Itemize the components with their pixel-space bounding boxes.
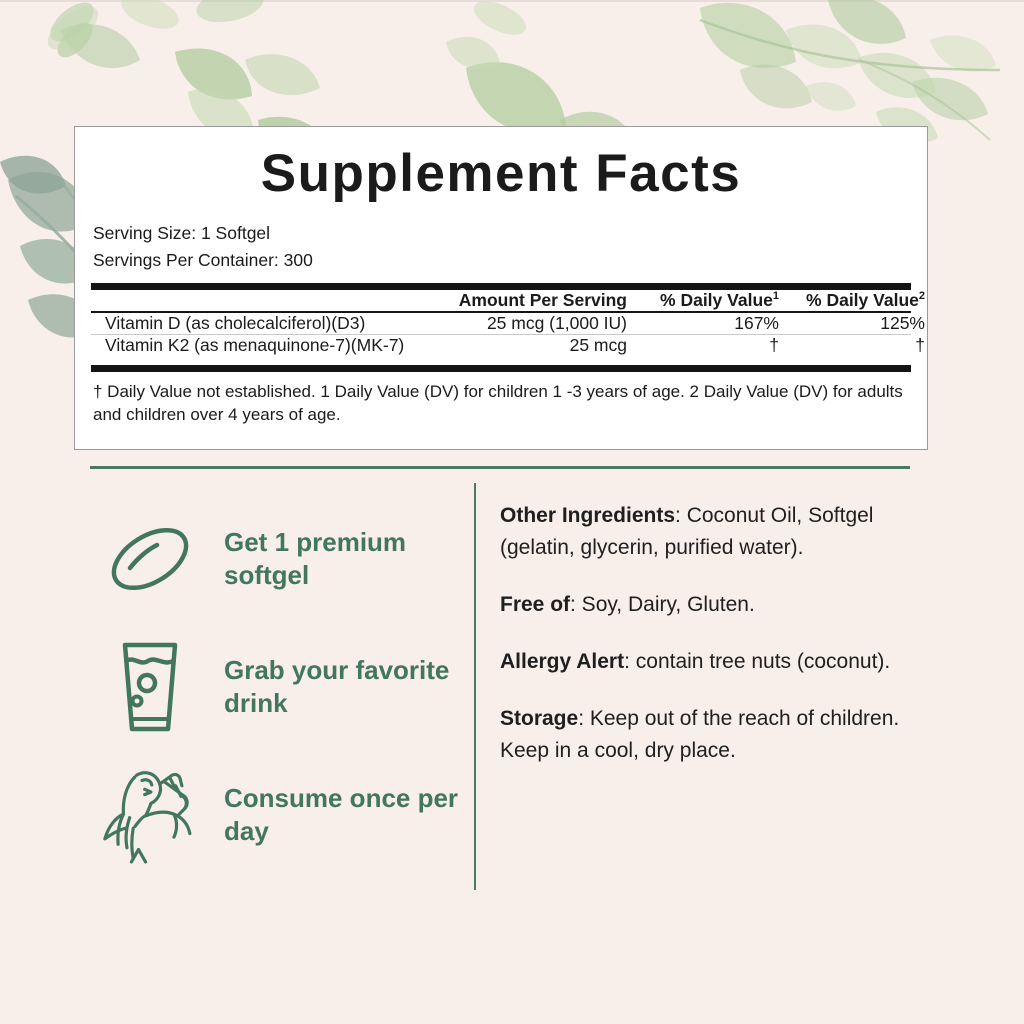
row-amount: 25 mcg	[569, 335, 627, 356]
table-row: Vitamin K2 (as menaquinone-7)(MK-7) 25 m…	[91, 335, 925, 356]
nutrition-table-body: Vitamin D (as cholecalciferol)(D3) 25 mc…	[91, 313, 925, 334]
rule-top-thick	[91, 283, 911, 291]
row-nutrient-name: Vitamin K2 (as menaquinone-7)(MK-7)	[105, 335, 405, 356]
rule-bottom-thick	[91, 365, 911, 373]
person-drinking-icon	[96, 756, 204, 874]
free-of-paragraph: Free of: Soy, Dairy, Gluten.	[500, 589, 908, 621]
allergy-alert-body: : contain tree nuts (coconut).	[624, 649, 891, 673]
product-info: Other Ingredients: Coconut Oil, Softgel …	[500, 500, 908, 766]
list-item: Get 1 premium softgel	[96, 495, 466, 623]
nutrition-table-body-2: Vitamin K2 (as menaquinone-7)(MK-7) 25 m…	[91, 335, 925, 356]
top-hairline	[0, 0, 1024, 2]
water-glass-icon	[96, 639, 204, 735]
storage-heading: Storage	[500, 706, 579, 730]
row-daily-value-1: †	[769, 335, 779, 356]
serving-size: Serving Size: 1 Softgel	[93, 223, 271, 243]
page-title: Supplement Facts	[260, 144, 742, 203]
rule-between-rows	[91, 334, 911, 336]
step-label: Grab your favorite drink	[224, 654, 450, 718]
row-daily-value-2: †	[915, 335, 925, 356]
supplement-facts-panel: Supplement Facts Serving Size: 1 Softgel…	[74, 126, 928, 450]
header-daily-value-1: % Daily Value1	[627, 290, 779, 311]
row-amount: 25 mcg (1,000 IU)	[486, 313, 627, 334]
other-ingredients-body: : Coconut Oil, Softgel (gelatin, glyceri…	[500, 504, 874, 559]
header-dv1-text: % Daily Value	[660, 290, 773, 311]
free-of-body: : Soy, Dairy, Gluten.	[570, 592, 755, 616]
header-nutrient	[91, 290, 421, 311]
allergy-alert-heading: Allergy Alert	[500, 649, 625, 673]
storage-paragraph: Storage: Keep out of the reach of childr…	[500, 703, 908, 767]
row-daily-value-2: 125%	[880, 313, 925, 334]
other-ingredients-paragraph: Other Ingredients: Coconut Oil, Softgel …	[500, 500, 908, 564]
nutrition-table: Amount Per Serving % Daily Value1 % Dail…	[91, 290, 925, 311]
allergy-alert-paragraph: Allergy Alert: contain tree nuts (coconu…	[500, 646, 908, 678]
header-dv2-superscript: 2	[918, 290, 925, 303]
list-item: Consume once per day	[96, 751, 466, 879]
step-label: Consume once per day	[224, 782, 459, 846]
softgel-icon	[96, 521, 204, 597]
servings-per-container: Servings Per Container: 300	[93, 250, 313, 271]
header-dv2-text: % Daily Value	[806, 290, 919, 311]
footnote-text: † Daily Value not established. 1 Daily V…	[93, 382, 903, 425]
header-daily-value-2: % Daily Value2	[779, 290, 925, 311]
usage-steps: Get 1 premium softgel Grab your favorite…	[96, 495, 466, 879]
header-dv1-superscript: 1	[772, 290, 779, 303]
vertical-divider	[474, 483, 476, 890]
rule-under-header	[91, 311, 911, 314]
list-item: Grab your favorite drink	[96, 623, 466, 751]
step-label: Get 1 premium softgel	[224, 526, 407, 590]
storage-body: : Keep out of the reach of children. Kee…	[500, 706, 900, 762]
table-row: Vitamin D (as cholecalciferol)(D3) 25 mc…	[91, 313, 925, 334]
header-amount-per-serving: Amount Per Serving	[458, 290, 627, 311]
serving-info: Serving Size: 1 Softgel Servings Per Con…	[91, 220, 911, 274]
row-daily-value-1: 167%	[734, 313, 779, 334]
row-nutrient-name: Vitamin D (as cholecalciferol)(D3)	[105, 313, 366, 334]
free-of-heading: Free of	[500, 592, 571, 616]
horizontal-divider	[90, 466, 910, 469]
table-header-row: Amount Per Serving % Daily Value1 % Dail…	[91, 290, 925, 311]
other-ingredients-heading: Other Ingredients	[500, 504, 676, 527]
